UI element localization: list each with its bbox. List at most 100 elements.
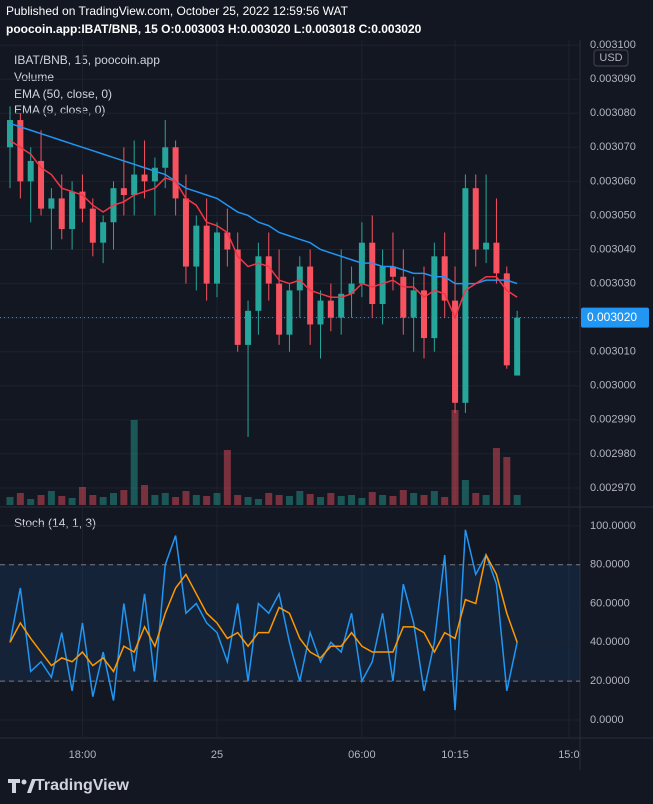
volume-bar — [161, 493, 169, 505]
volume-bar — [172, 497, 180, 505]
volume-bar — [89, 495, 97, 505]
volume-bar — [420, 495, 428, 505]
x-tick-label: 25 — [211, 749, 223, 761]
y-tick-label: 0.002970 — [590, 482, 636, 494]
volume-bar — [379, 495, 387, 505]
candle-body — [400, 276, 407, 318]
volume-bar — [327, 493, 335, 505]
main-title: IBAT/BNB, 15, poocoin.app — [14, 53, 160, 67]
candle-body — [265, 256, 272, 284]
brand-logo — [8, 779, 36, 793]
volume-bar — [492, 448, 500, 505]
candle-body — [514, 317, 521, 376]
candle-body — [286, 290, 293, 335]
volume-bar — [213, 493, 221, 505]
candle-body — [276, 283, 283, 335]
y-tick-label: 0.002980 — [590, 448, 636, 460]
volume-bar — [130, 420, 138, 505]
volume-bar — [99, 497, 107, 505]
candle-body — [452, 300, 459, 403]
candle-body — [17, 120, 24, 182]
candle-body — [327, 300, 334, 318]
y-tick-label: 0.002990 — [590, 414, 636, 426]
line-series — [9, 529, 518, 711]
y-tick-label: 0.003050 — [590, 209, 636, 221]
volume-bar — [410, 493, 418, 505]
y-tick-label: 0.003090 — [590, 73, 636, 85]
candle-body — [493, 242, 500, 274]
volume-bar — [306, 494, 314, 505]
candle-body — [441, 256, 448, 301]
volume-bar — [451, 410, 459, 505]
y-tick-label: 100.0000 — [590, 520, 636, 532]
volume-bar — [78, 487, 86, 505]
candle-body — [214, 232, 220, 284]
y-tick-label: 80.0000 — [590, 559, 630, 571]
volume-bar — [141, 485, 149, 505]
y-tick-label: 0.003040 — [590, 243, 636, 255]
volume-bar — [368, 492, 376, 505]
y-tick-label: 0.003030 — [590, 277, 636, 289]
volume-bar — [482, 495, 490, 505]
candle-body — [317, 300, 324, 325]
volume-bar — [182, 491, 190, 505]
line-series — [9, 139, 518, 320]
candle-body — [141, 174, 148, 182]
volume-bar — [358, 498, 366, 505]
candle-body — [58, 198, 65, 230]
candle-body — [48, 198, 55, 209]
volume-bar — [37, 495, 45, 505]
y-tick-label: 0.003060 — [590, 175, 636, 187]
volume-bar — [513, 495, 521, 505]
volume-bar — [472, 493, 480, 505]
candle-body — [296, 266, 303, 291]
candle-body — [348, 283, 355, 294]
candle-body — [193, 225, 200, 267]
candle-body — [389, 266, 396, 277]
last-price-box — [581, 307, 649, 328]
candle-body — [162, 147, 169, 168]
volume-bar — [27, 499, 35, 505]
candle-body — [151, 167, 158, 182]
volume-bar — [461, 480, 469, 505]
candle-body — [483, 242, 490, 250]
y-tick-label: 60.0000 — [590, 597, 630, 609]
candle-body — [79, 191, 86, 209]
candle-body — [431, 256, 438, 339]
candle-body — [462, 188, 469, 403]
line-series — [9, 122, 518, 285]
candle-body — [245, 310, 252, 345]
volume-bar — [223, 450, 231, 505]
x-tick-label: 18:00 — [69, 749, 97, 761]
volume-bar — [192, 495, 200, 505]
candle-body — [7, 120, 13, 148]
published-line: Published on TradingView.com, October 25… — [6, 4, 349, 18]
candle-body — [172, 147, 179, 199]
volume-bar — [441, 497, 449, 505]
candle-body — [131, 174, 138, 195]
volume-bar — [120, 490, 128, 505]
volume-bar — [151, 495, 159, 505]
currency-box — [593, 49, 629, 67]
volume-legend: Volume — [14, 70, 54, 84]
stoch-title: Stoch (14, 1, 3) — [14, 516, 96, 530]
volume-bar — [399, 490, 407, 505]
ema9-legend: EMA (9, close, 0) — [14, 103, 105, 117]
volume-bar — [389, 496, 397, 505]
volume-bar — [275, 495, 283, 505]
y-tick-label: 0.0000 — [590, 714, 624, 726]
candle-body — [410, 290, 417, 318]
symbol-line: poocoin.app:IBAT/BNB, 15 O:0.003003 H:0.… — [6, 22, 422, 36]
y-tick-label: 40.0000 — [590, 636, 630, 648]
y-tick-label: 0.003000 — [590, 380, 636, 392]
volume-bar — [47, 491, 55, 505]
y-tick-label: 0.003070 — [590, 141, 636, 153]
volume-bar — [244, 497, 252, 505]
volume-bar — [317, 497, 324, 505]
candle-body — [472, 188, 479, 250]
volume-bar — [68, 498, 76, 505]
volume-bar — [234, 495, 242, 505]
volume-bar — [265, 493, 273, 505]
